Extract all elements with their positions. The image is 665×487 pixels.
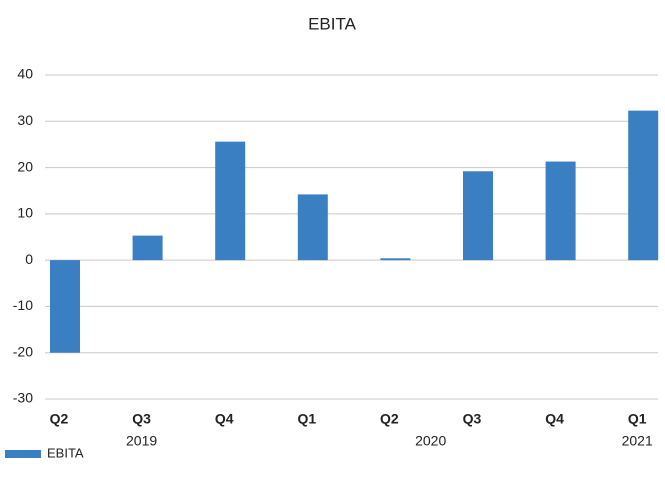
x-group-label: 2021 xyxy=(622,433,653,449)
x-tick-label: Q4 xyxy=(215,411,234,427)
x-tick-label: Q2 xyxy=(50,411,69,427)
y-tick-label: 30 xyxy=(17,112,33,128)
bar xyxy=(545,161,576,261)
x-tick-label: Q4 xyxy=(545,411,564,427)
chart-title: EBITA xyxy=(308,14,357,33)
y-tick-label: 0 xyxy=(25,251,33,267)
bar xyxy=(50,260,80,353)
y-tick-label: -20 xyxy=(13,343,33,359)
x-group-label: 2019 xyxy=(126,433,157,449)
x-tick-label: Q3 xyxy=(132,411,151,427)
bar xyxy=(297,194,328,261)
bar xyxy=(215,141,246,261)
bar xyxy=(380,258,411,261)
y-tick-label: -30 xyxy=(13,390,33,406)
x-tick-label: Q2 xyxy=(380,411,399,427)
x-group-label: 2020 xyxy=(415,433,446,449)
x-tick-label: Q1 xyxy=(628,411,647,427)
bar xyxy=(463,171,493,261)
y-tick-label: 40 xyxy=(17,66,33,82)
legend-label: EBITA xyxy=(47,445,84,460)
y-tick-label: -10 xyxy=(13,297,33,313)
y-tick-label: 20 xyxy=(17,158,33,174)
bar xyxy=(628,110,659,261)
bar xyxy=(132,235,163,261)
x-tick-label: Q3 xyxy=(463,411,482,427)
y-tick-label: 10 xyxy=(17,205,33,221)
x-tick-label: Q1 xyxy=(297,411,316,427)
legend-swatch xyxy=(5,450,41,458)
